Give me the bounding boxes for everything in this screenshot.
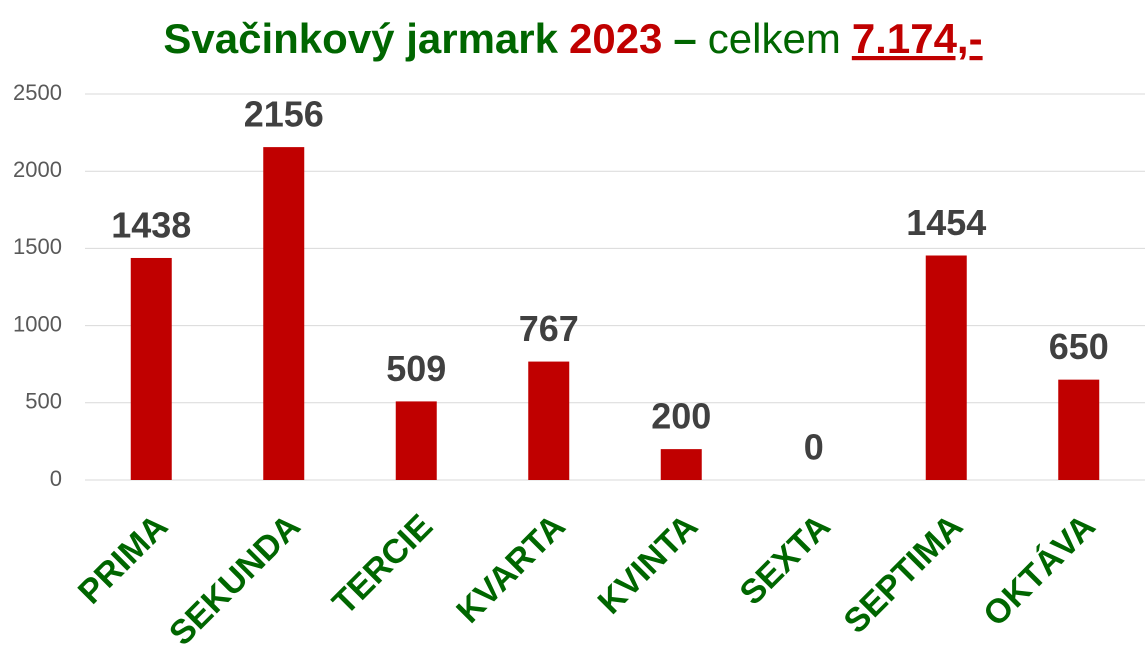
title-part: – — [673, 15, 696, 62]
data-label: 0 — [804, 427, 824, 468]
bar — [263, 147, 305, 481]
bar — [1058, 379, 1100, 480]
x-tick-label: SEXTA — [733, 507, 838, 612]
bar — [528, 361, 570, 480]
x-tick-label: SEKUNDA — [162, 507, 308, 653]
data-label: 650 — [1049, 326, 1109, 367]
y-tick-label: 1000 — [13, 311, 62, 336]
title-part: 7.174,- — [852, 15, 983, 62]
title-part: celkem — [708, 15, 841, 62]
title-part: 2023 — [569, 15, 662, 62]
data-label: 1438 — [111, 204, 191, 245]
title-part: Svačinkový jarmark — [163, 15, 558, 62]
x-tick-label: KVARTA — [449, 507, 572, 630]
x-tick-label: KVINTA — [591, 507, 706, 622]
y-tick-label: 2000 — [13, 157, 62, 182]
data-label: 767 — [519, 308, 579, 349]
bar — [660, 449, 702, 480]
y-tick-label: 0 — [50, 466, 62, 491]
data-label: 509 — [386, 348, 446, 389]
data-label: 1454 — [906, 202, 986, 243]
x-tick-label: TERCIE — [325, 507, 440, 622]
x-tick-label: PRIMA — [71, 507, 175, 611]
y-tick-label: 1500 — [13, 234, 62, 259]
data-label: 2156 — [244, 94, 324, 135]
bar — [130, 257, 172, 480]
chart-title: Svačinkový jarmark 2023– celkem 7.174,- — [163, 15, 982, 62]
x-tick-label: SEPTIMA — [837, 507, 971, 641]
data-label: 200 — [651, 396, 711, 437]
y-tick-label: 500 — [25, 389, 62, 414]
bar — [395, 401, 437, 480]
y-tick-label: 2500 — [13, 80, 62, 105]
x-tick-label: OKTÁVA — [976, 507, 1103, 634]
bar — [925, 255, 967, 480]
